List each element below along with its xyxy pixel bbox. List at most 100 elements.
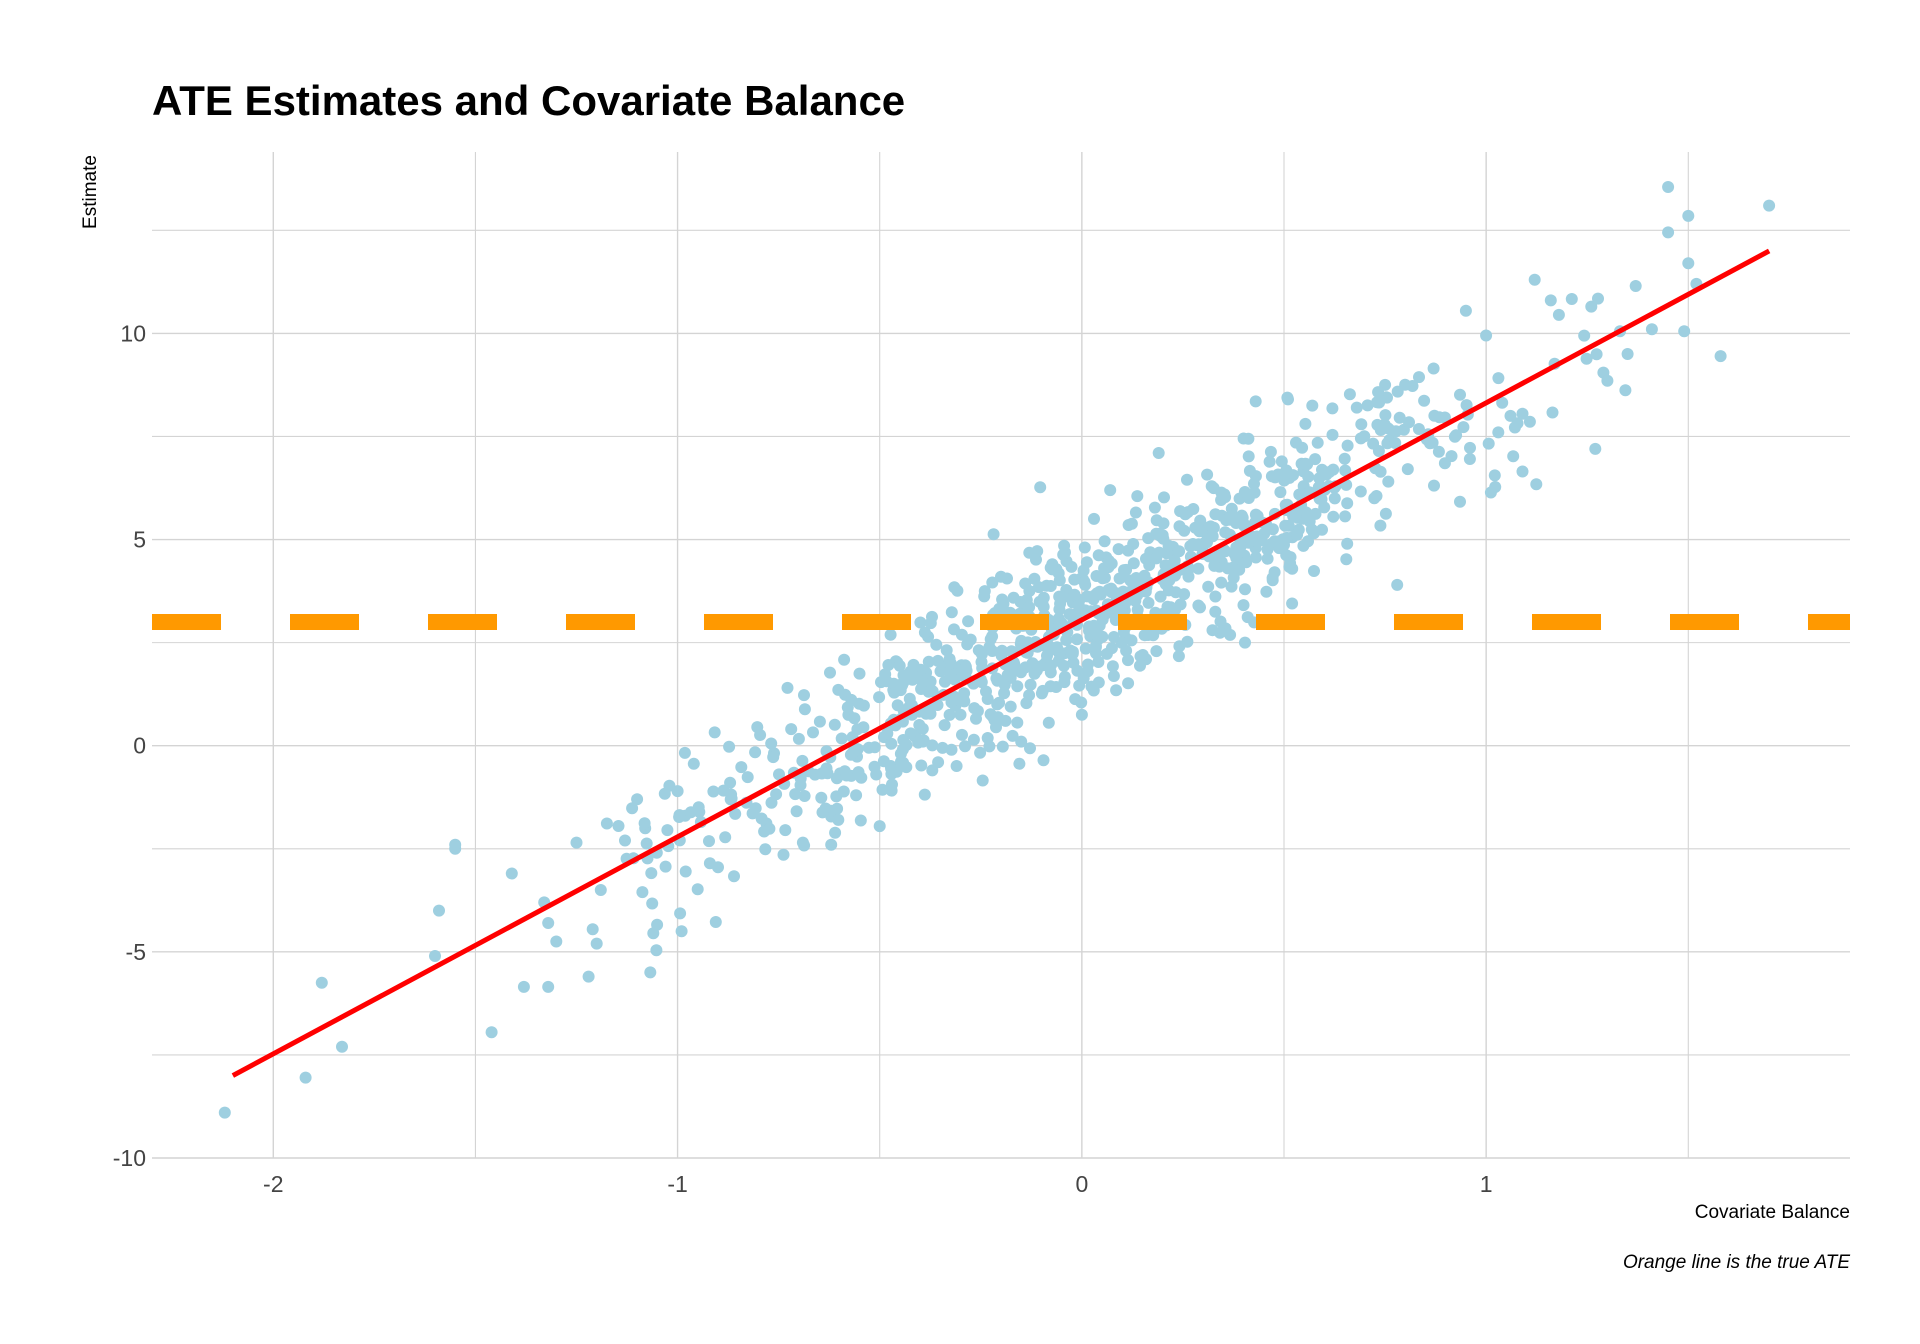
- data-point: [1678, 325, 1691, 338]
- data-point: [505, 867, 518, 880]
- data-point: [517, 980, 530, 993]
- data-point: [1008, 658, 1021, 671]
- data-point: [1382, 475, 1395, 488]
- data-point: [1255, 534, 1268, 547]
- data-point: [1662, 181, 1675, 193]
- data-point: [1004, 700, 1017, 713]
- data-point: [926, 739, 939, 752]
- data-point: [1081, 590, 1094, 603]
- data-point: [978, 590, 991, 603]
- data-point: [1104, 484, 1117, 497]
- data-point: [1281, 391, 1294, 404]
- data-point: [1209, 508, 1222, 521]
- data-point: [915, 683, 928, 695]
- data-point: [1202, 580, 1215, 593]
- data-point: [879, 668, 892, 681]
- data-point: [956, 669, 969, 682]
- data-point: [1060, 634, 1073, 646]
- data-point: [1316, 523, 1328, 536]
- data-point: [1227, 510, 1240, 523]
- data-point: [1601, 374, 1614, 387]
- data-point: [1065, 560, 1078, 573]
- data-point: [1552, 308, 1565, 321]
- data-point: [1418, 394, 1431, 407]
- data-point: [712, 861, 724, 874]
- data-point: [1148, 501, 1161, 514]
- data-point: [1368, 492, 1381, 505]
- data-point: [1260, 585, 1273, 598]
- data-point: [1361, 399, 1374, 412]
- data-point: [828, 718, 841, 731]
- data-point: [1432, 445, 1445, 458]
- data-point: [429, 950, 441, 962]
- data-point: [719, 831, 732, 844]
- data-point: [1107, 670, 1120, 682]
- data-point: [990, 721, 1002, 734]
- data-point: [644, 966, 657, 979]
- data-point: [885, 784, 898, 797]
- data-point: [1480, 329, 1493, 342]
- data-point: [1682, 209, 1695, 222]
- data-point: [817, 766, 830, 779]
- data-point: [813, 715, 826, 728]
- data-point: [996, 593, 1009, 606]
- data-point: [770, 788, 783, 801]
- data-point: [1219, 545, 1232, 558]
- data-point: [877, 755, 890, 768]
- x-tick-label: 0: [1075, 1171, 1088, 1197]
- data-point: [1343, 388, 1356, 401]
- x-tick-label: 1: [1480, 1171, 1493, 1197]
- data-point: [779, 824, 792, 837]
- data-point: [1326, 428, 1339, 441]
- data-point: [1066, 645, 1079, 658]
- data-point: [1088, 627, 1101, 640]
- data-point: [1194, 514, 1207, 527]
- data-point: [850, 789, 863, 802]
- data-point: [1023, 601, 1036, 614]
- data-point: [1239, 583, 1251, 596]
- data-point: [825, 838, 838, 851]
- data-point: [1032, 581, 1045, 594]
- data-point: [1401, 463, 1414, 476]
- data-point: [594, 884, 607, 896]
- data-point: [975, 676, 988, 689]
- data-point: [1242, 492, 1255, 504]
- data-point: [1081, 665, 1094, 678]
- data-point: [853, 667, 866, 680]
- data-point: [1619, 384, 1632, 397]
- data-point: [1273, 535, 1286, 548]
- data-point: [650, 944, 663, 957]
- data-point: [673, 811, 686, 823]
- data-point: [645, 867, 658, 880]
- data-point: [798, 703, 811, 716]
- data-point: [1629, 280, 1642, 292]
- data-point: [1129, 506, 1142, 519]
- data-point: [663, 779, 676, 792]
- data-point: [1496, 396, 1509, 409]
- data-point: [1428, 479, 1440, 492]
- data-point: [763, 822, 776, 835]
- data-point: [1645, 323, 1658, 336]
- data-point: [1592, 292, 1604, 305]
- data-point: [1205, 480, 1218, 493]
- data-point: [1034, 481, 1047, 494]
- data-point: [1278, 474, 1291, 487]
- data-point: [1279, 519, 1292, 532]
- data-point: [1268, 566, 1281, 579]
- data-point: [1209, 605, 1222, 618]
- data-point: [855, 771, 868, 784]
- data-point: [1130, 572, 1143, 584]
- data-point: [846, 747, 859, 760]
- data-point: [930, 638, 943, 651]
- data-point: [1341, 537, 1354, 550]
- data-point: [993, 696, 1006, 709]
- data-point: [1492, 372, 1505, 385]
- data-point: [893, 659, 906, 672]
- data-point: [967, 733, 980, 746]
- data-point: [1530, 478, 1543, 491]
- data-point: [542, 917, 555, 929]
- data-point: [1122, 677, 1135, 690]
- data-point: [1662, 226, 1675, 239]
- data-point: [990, 672, 1003, 685]
